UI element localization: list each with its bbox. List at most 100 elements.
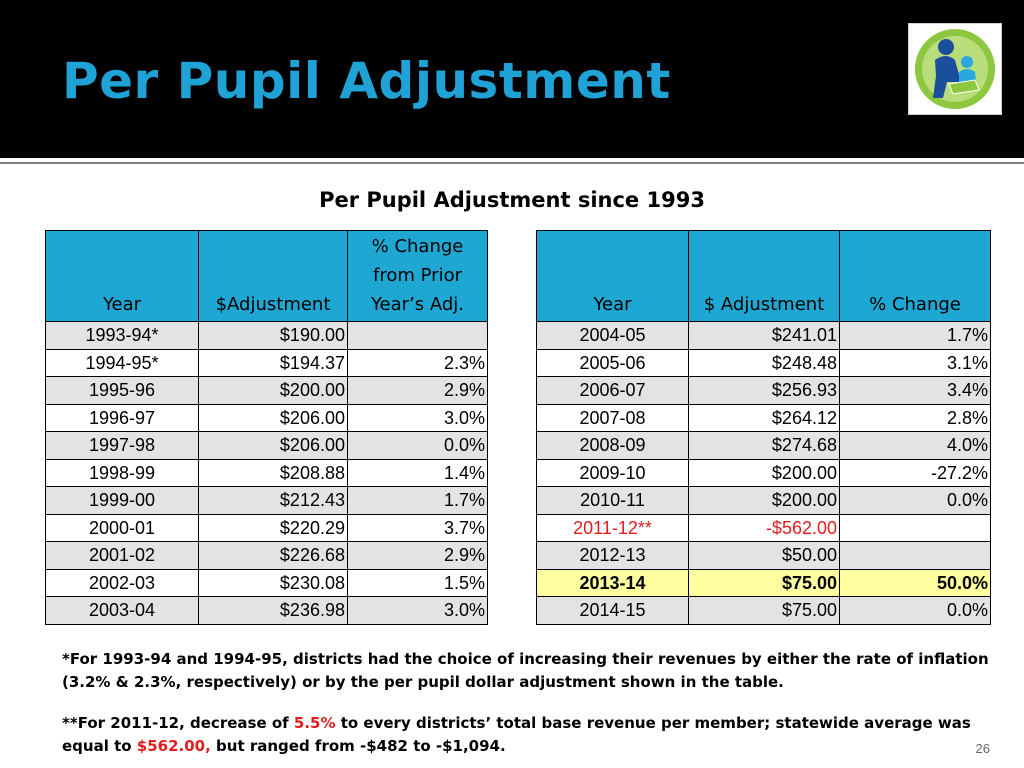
change-cell: 0.0% [839, 486, 991, 515]
adjustment-cell: $50.00 [688, 541, 840, 570]
adjustment-table-right: Year $ Adjustment % Change 2004-05 $241.0… [536, 230, 991, 625]
table-caption: Per Pupil Adjustment since 1993 [319, 188, 705, 212]
header-adjustment: $Adjustment [198, 230, 348, 322]
table-row: 1997-98 $206.00 0.0% [45, 431, 488, 460]
change-cell: 1.7% [839, 321, 991, 350]
table-row: 1994-95* $194.37 2.3% [45, 348, 488, 377]
change-cell: 3.7% [347, 513, 488, 542]
header-year: Year [45, 230, 199, 322]
header-adjustment: $ Adjustment [688, 230, 840, 322]
year-cell: 2007-08 [536, 403, 689, 432]
adjustment-cell: $274.68 [688, 431, 840, 460]
year-cell: 2000-01 [45, 513, 199, 542]
year-cell: 1995-96 [45, 376, 199, 405]
year-cell: 2001-02 [45, 541, 199, 570]
year-cell: 1993-94* [45, 321, 199, 350]
adjustment-cell: $230.08 [198, 568, 348, 597]
adult-child-reading-logo-icon [908, 23, 1002, 115]
table-row: 2007-08 $264.12 2.8% [536, 403, 991, 432]
change-cell: 3.0% [347, 596, 488, 625]
year-cell: 2012-13 [536, 541, 689, 570]
table-row: 2004-05 $241.01 1.7% [536, 321, 991, 350]
change-cell: 1.7% [347, 486, 488, 515]
adjustment-cell: $190.00 [198, 321, 348, 350]
adjustment-cell: $75.00 [688, 596, 840, 625]
footnote-1: *For 1993-94 and 1994-95, districts had … [62, 650, 989, 691]
change-cell: 4.0% [839, 431, 991, 460]
change-cell [839, 541, 991, 570]
table-row: 1999-00 $212.43 1.7% [45, 486, 488, 515]
table-row: 1996-97 $206.00 3.0% [45, 403, 488, 432]
table-row: 2008-09 $274.68 4.0% [536, 431, 991, 460]
table-row: 1995-96 $200.00 2.9% [45, 376, 488, 405]
year-cell: 2008-09 [536, 431, 689, 460]
table-row: 2001-02 $226.68 2.9% [45, 541, 488, 570]
change-cell: 50.0% [839, 568, 991, 597]
year-cell: 1996-97 [45, 403, 199, 432]
footnotes: *For 1993-94 and 1994-95, districts had … [62, 648, 1002, 758]
table-row: 1993-94* $190.00 [45, 321, 488, 350]
change-cell: 2.3% [347, 348, 488, 377]
header-change: % Change from Prior Year’s Adj. [347, 230, 488, 322]
table-row: 2003-04 $236.98 3.0% [45, 596, 488, 625]
adjustment-cell: $200.00 [688, 486, 840, 515]
year-cell: 2013-14 [536, 568, 689, 597]
adjustment-cell: $220.29 [198, 513, 348, 542]
table-header-row: Year $Adjustment % Change from Prior Yea… [45, 230, 488, 322]
year-cell: 2002-03 [45, 568, 199, 597]
year-cell: 2005-06 [536, 348, 689, 377]
year-cell: 1994-95* [45, 348, 199, 377]
table-row: 2006-07 $256.93 3.4% [536, 376, 991, 405]
year-cell: 2011-12** [536, 513, 689, 542]
adjustment-table-left: Year $Adjustment % Change from Prior Yea… [45, 230, 488, 625]
adjustment-cell: $264.12 [688, 403, 840, 432]
adjustment-cell: $208.88 [198, 458, 348, 487]
change-cell: 2.8% [839, 403, 991, 432]
year-cell: 2006-07 [536, 376, 689, 405]
table-row: 2010-11 $200.00 0.0% [536, 486, 991, 515]
change-cell [839, 513, 991, 542]
adjustment-cell: $236.98 [198, 596, 348, 625]
adjustment-cell: $194.37 [198, 348, 348, 377]
page-number: 26 [975, 741, 990, 756]
year-cell: 1998-99 [45, 458, 199, 487]
footnote-2-text: but ranged from -$482 to -$1,094. [210, 737, 506, 755]
table-row: 2002-03 $230.08 1.5% [45, 568, 488, 597]
slide-title: Per Pupil Adjustment [62, 52, 671, 110]
adjustment-cell: $256.93 [688, 376, 840, 405]
adjustment-cell: $200.00 [198, 376, 348, 405]
change-cell: -27.2% [839, 458, 991, 487]
change-cell [347, 321, 488, 350]
adjustment-cell: $206.00 [198, 431, 348, 460]
table-row: 2013-14 $75.00 50.0% [536, 568, 991, 597]
header-year: Year [536, 230, 689, 322]
table-row: 1998-99 $208.88 1.4% [45, 458, 488, 487]
year-cell: 2010-11 [536, 486, 689, 515]
adjustment-cell: $241.01 [688, 321, 840, 350]
adjustment-cell: $212.43 [198, 486, 348, 515]
adjustment-cell: $75.00 [688, 568, 840, 597]
year-cell: 2009-10 [536, 458, 689, 487]
table-row: 2000-01 $220.29 3.7% [45, 513, 488, 542]
year-cell: 1999-00 [45, 486, 199, 515]
table-header-row: Year $ Adjustment % Change [536, 230, 991, 322]
table-row: 2009-10 $200.00 -27.2% [536, 458, 991, 487]
adjustment-cell: $206.00 [198, 403, 348, 432]
title-bar: Per Pupil Adjustment [0, 0, 1024, 164]
year-cell: 1997-98 [45, 431, 199, 460]
footnote-2: **For 2011-12, decrease of 5.5% to every… [62, 712, 1002, 758]
change-cell: 3.4% [839, 376, 991, 405]
change-cell: 1.4% [347, 458, 488, 487]
change-cell: 3.1% [839, 348, 991, 377]
table-row: 2012-13 $50.00 [536, 541, 991, 570]
table-row: 2005-06 $248.48 3.1% [536, 348, 991, 377]
footnote-2-percent: 5.5% [293, 714, 336, 732]
header-change: % Change [839, 230, 991, 322]
adjustment-cell: $248.48 [688, 348, 840, 377]
footnote-2-text: to every districts’ total base revenue p… [62, 714, 971, 755]
table-row: 2011-12** -$562.00 [536, 513, 991, 542]
adjustment-cell: -$562.00 [688, 513, 840, 542]
year-cell: 2004-05 [536, 321, 689, 350]
change-cell: 1.5% [347, 568, 488, 597]
footnote-2-amount: $562.00, [136, 737, 211, 755]
